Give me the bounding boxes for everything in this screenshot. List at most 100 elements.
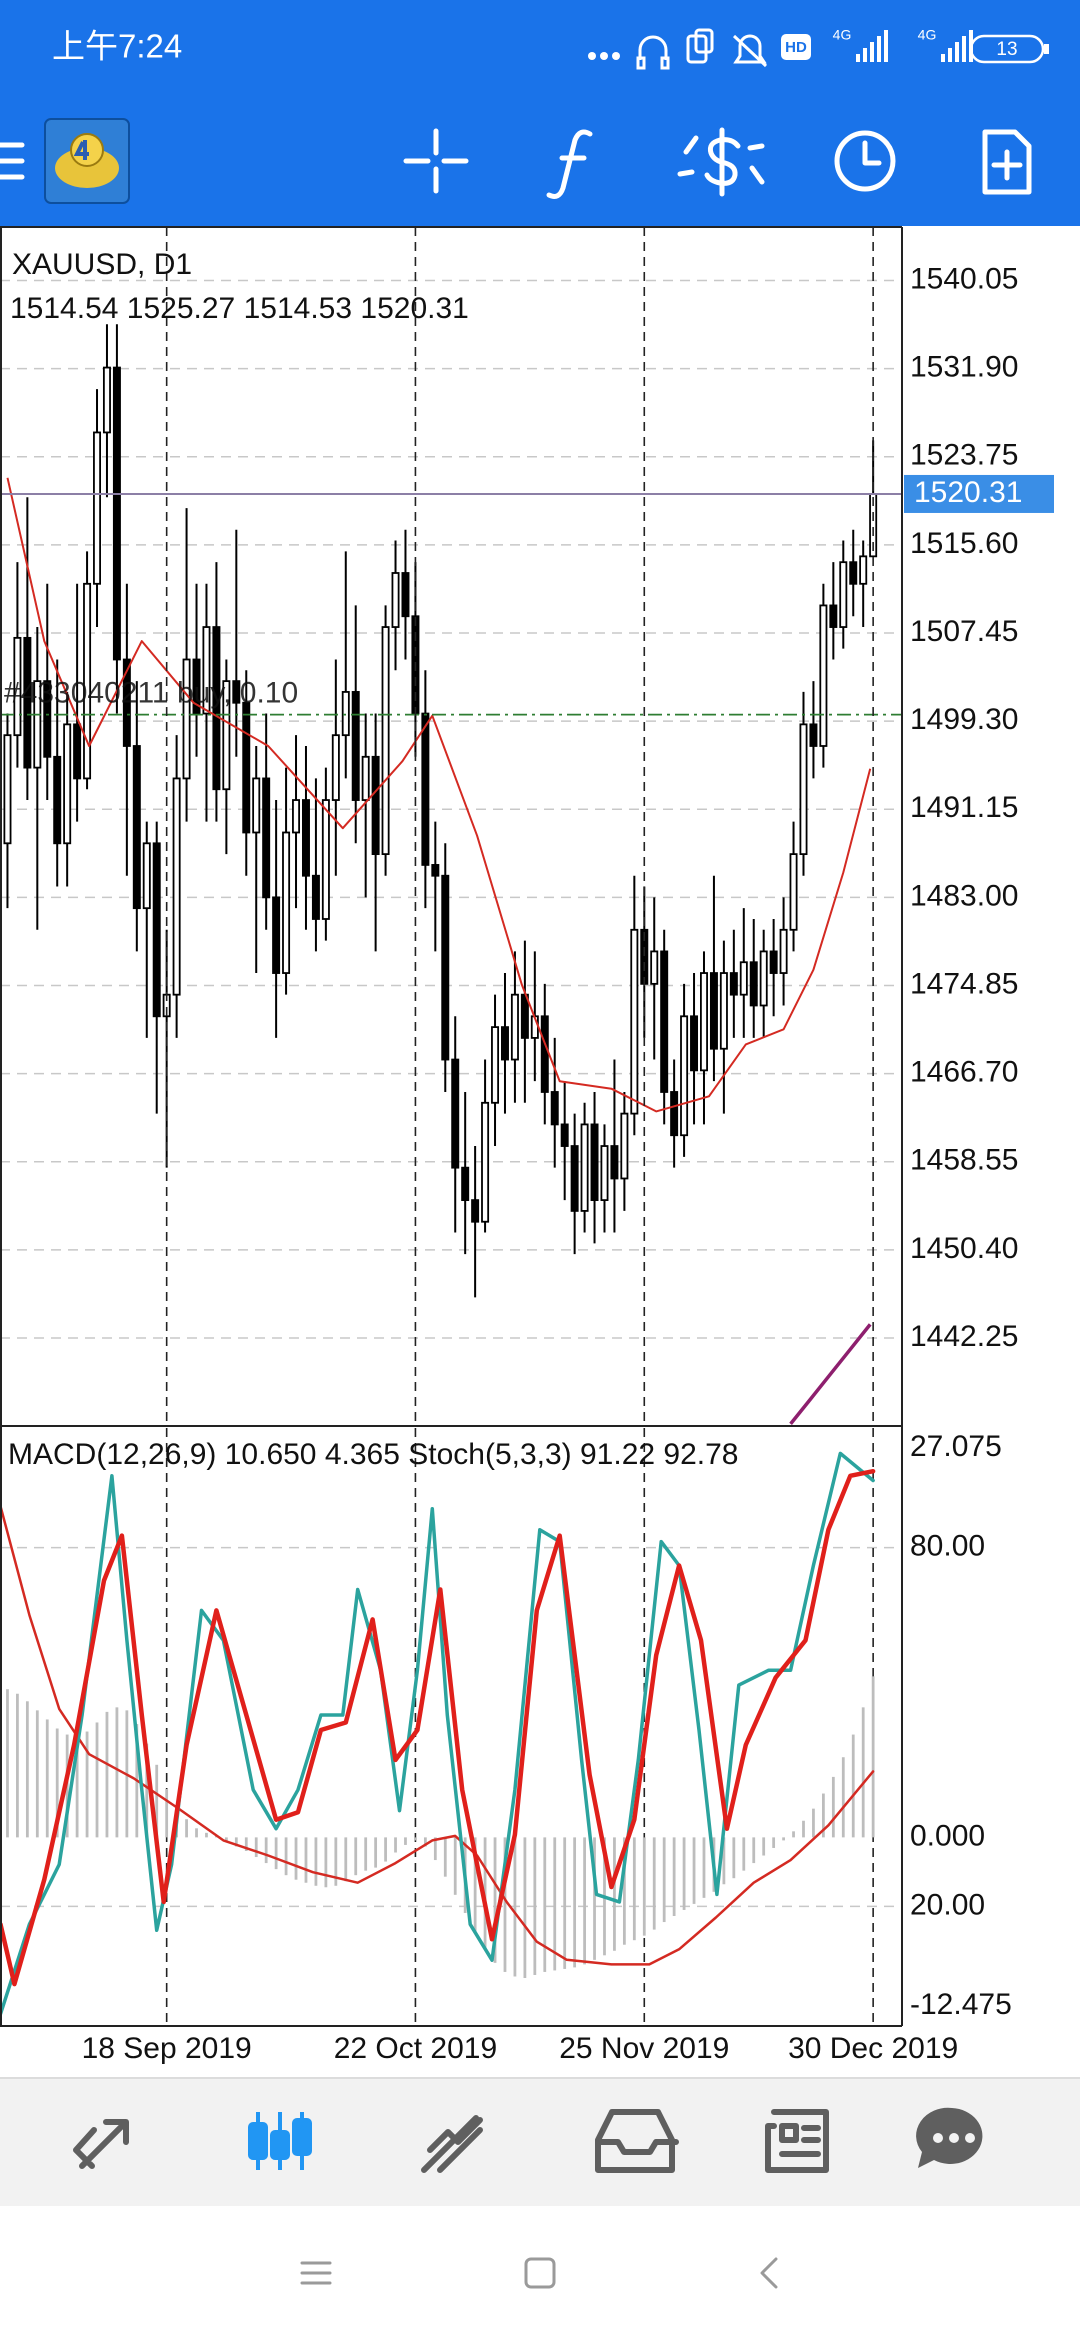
trade-button[interactable] — [677, 127, 765, 197]
macd-bar — [234, 1837, 238, 1847]
macd-bar — [473, 1837, 477, 1933]
macd-bar — [861, 1707, 865, 1838]
y-tick-label: 1540.05 — [910, 262, 1018, 295]
candle-body — [461, 1166, 470, 1202]
macd-bar — [543, 1837, 547, 1972]
y-tick-label: 1442.25 — [910, 1320, 1018, 1353]
candle-body — [282, 831, 291, 974]
ohlc-open: 1514.54 — [10, 292, 118, 325]
macd-bar — [821, 1793, 825, 1838]
macd-bar — [493, 1837, 497, 1963]
battery-tip — [1044, 44, 1049, 54]
nav-history[interactable] — [595, 2109, 679, 2173]
y-tick-label: 0.000 — [910, 1819, 985, 1852]
sys-back[interactable] — [760, 2257, 778, 2289]
candle-body — [809, 723, 818, 747]
candle-body — [749, 961, 758, 1007]
battery — [969, 34, 1045, 64]
macd-bar — [374, 1837, 378, 1868]
main-plot — [0, 227, 902, 1425]
candle-body — [242, 701, 251, 834]
y-tick-label: 1491.15 — [910, 791, 1018, 824]
nav-chat[interactable] — [916, 2107, 983, 2168]
crosshair-button[interactable] — [403, 128, 469, 194]
nav-quotes[interactable] — [73, 2119, 129, 2169]
y-tick-label: 1483.00 — [910, 879, 1018, 912]
macd-bar — [55, 1728, 59, 1838]
period-button[interactable] — [834, 130, 896, 192]
macd-bar — [16, 1693, 19, 1838]
y-tick-label: 80.00 — [910, 1530, 985, 1563]
macd-bar — [284, 1837, 288, 1876]
macd-bar — [344, 1837, 348, 1882]
y-tick-label: 1515.60 — [910, 527, 1018, 560]
macd-bar — [503, 1837, 507, 1972]
indicator-line — [0, 1504, 875, 1966]
ohlc-close: 1520.31 — [360, 292, 468, 325]
candle-body — [83, 582, 92, 780]
nav-chart[interactable] — [248, 2112, 312, 2170]
candle-body — [709, 972, 718, 1050]
macd-bar — [672, 1837, 676, 1917]
candle-body — [331, 734, 340, 801]
y-tick-label: 1458.55 — [910, 1144, 1018, 1177]
status-icons — [588, 28, 811, 70]
macd-bar — [304, 1837, 308, 1883]
candle-body — [341, 691, 350, 737]
candle-body — [650, 950, 659, 985]
moving-average-line — [789, 1323, 872, 1425]
macd-bar — [274, 1837, 278, 1870]
indicator-line — [0, 1468, 876, 1987]
candle-body — [481, 1101, 490, 1223]
candle-body — [620, 1112, 629, 1180]
new-order-button[interactable] — [982, 129, 1032, 195]
menu-button[interactable] — [0, 142, 25, 180]
candle-body — [799, 723, 808, 856]
candle-body — [670, 1091, 679, 1137]
candle-body — [819, 604, 828, 747]
macd-bar — [772, 1837, 776, 1848]
status-network: 4G — [833, 27, 852, 43]
candle-body — [491, 1026, 500, 1104]
candle-body — [441, 874, 450, 1061]
candle-body — [739, 961, 748, 996]
macd-bar — [792, 1831, 795, 1838]
candle-body — [252, 777, 261, 834]
candle-body — [142, 842, 151, 910]
macd-bar — [513, 1837, 517, 1977]
sys-home[interactable] — [524, 2257, 556, 2289]
candle-body — [829, 604, 838, 628]
macd-bar — [613, 1837, 616, 1951]
macd-bar — [25, 1701, 29, 1838]
nav-trade[interactable] — [421, 2115, 483, 2173]
macd-bar — [742, 1837, 746, 1871]
macd-bar — [364, 1837, 368, 1871]
chart-area — [0, 226, 1080, 2078]
candle-body — [292, 799, 301, 834]
chart-borders — [0, 226, 903, 2027]
candle-body — [351, 691, 360, 801]
macd-bar — [533, 1837, 537, 1975]
macd-bar — [831, 1776, 835, 1838]
macd-bar — [782, 1837, 785, 1841]
candle-body — [471, 1199, 480, 1223]
macd-bar — [35, 1710, 39, 1838]
macd-bar — [105, 1711, 109, 1838]
candle-body — [272, 896, 281, 974]
x-tick-label: 30 Dec 2019 — [788, 2032, 958, 2065]
macd-bar — [443, 1837, 447, 1877]
status-time: 上午7:24 — [52, 28, 182, 65]
ohlc-header: 1514.54 1525.27 1514.53 1520.31 — [10, 292, 469, 325]
indicators-button[interactable] — [546, 129, 593, 199]
candle-body — [132, 745, 141, 910]
app-logo[interactable] — [44, 118, 130, 204]
macd-bar — [583, 1837, 586, 1965]
current-price-label: 1520.31 — [914, 476, 1022, 509]
macd-bar — [404, 1837, 407, 1845]
sys-menu[interactable] — [300, 2261, 332, 2285]
order-label: #433040211 buy, 0.10 — [4, 677, 298, 710]
nav-news[interactable] — [765, 2109, 829, 2173]
indicator-line — [0, 1451, 875, 2016]
candle-body — [371, 755, 380, 856]
moving-average-line — [6, 477, 872, 1113]
